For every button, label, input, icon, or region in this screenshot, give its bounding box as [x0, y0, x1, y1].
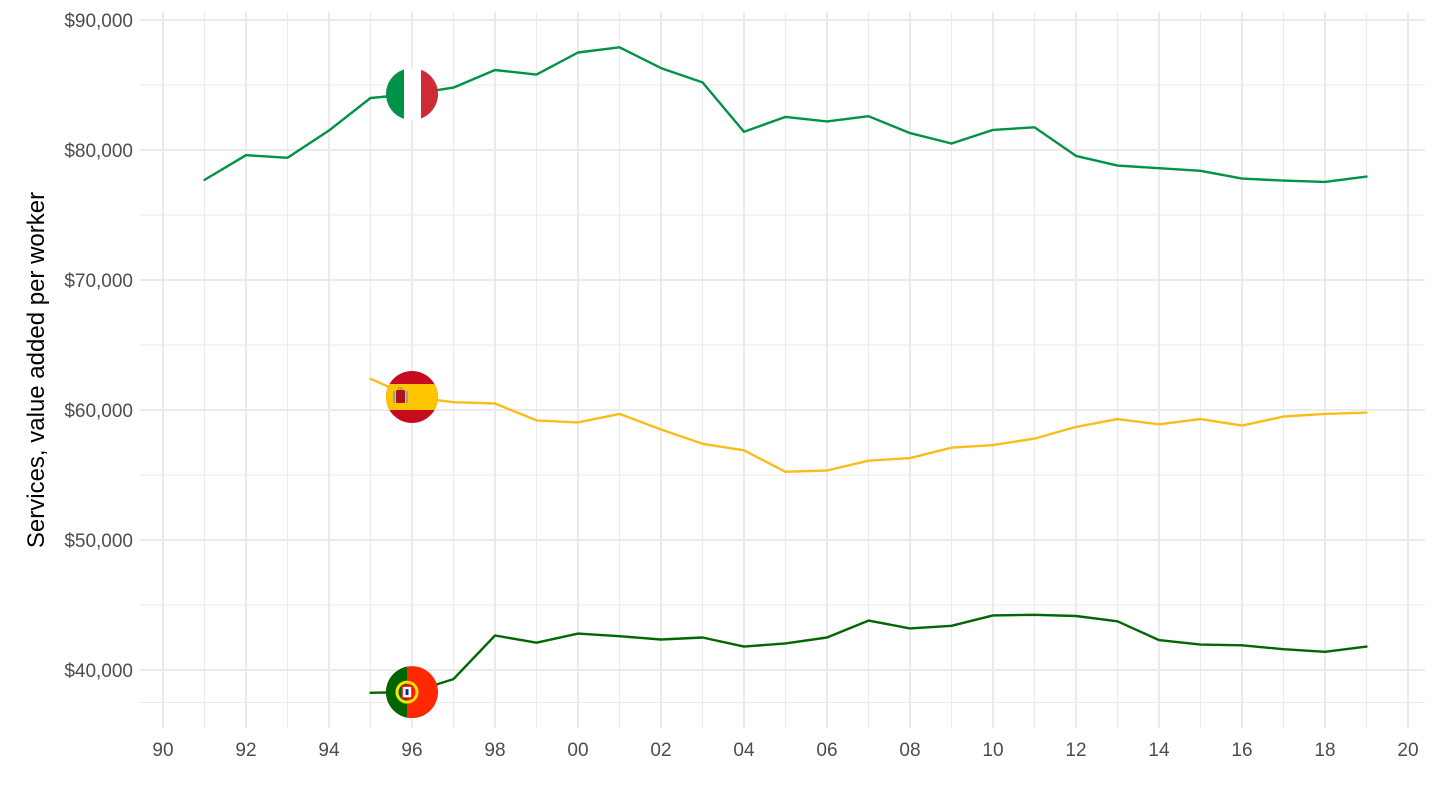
minor-gridlines [140, 12, 1425, 728]
italy-flag-icon [386, 68, 438, 121]
x-axis-tick-labels: 90 92 94 96 98 00 02 04 06 08 10 12 14 16 18 20 [152, 740, 1418, 761]
y-axis-tick-labels: $40,000 $50,000 $60,000 $70,000 $80,000 $90,0… [64, 11, 133, 682]
x-tick-label: 18 [1314, 740, 1335, 761]
x-tick-label: 92 [235, 740, 256, 761]
x-tick-label: 04 [733, 740, 755, 761]
y-axis-title: Services, value added per worker [23, 192, 50, 548]
x-tick-label: 14 [1148, 740, 1170, 761]
y-tick-label: $80,000 [64, 141, 133, 162]
x-tick-label: 12 [1065, 740, 1086, 761]
y-tick-label: $70,000 [64, 271, 133, 292]
series-line-spain [369, 377, 1368, 473]
x-tick-label: 16 [1231, 740, 1252, 761]
spain-flag-icon [386, 371, 438, 423]
x-tick-label: 10 [982, 740, 1003, 761]
x-tick-label: 96 [401, 740, 422, 761]
x-tick-label: 20 [1397, 740, 1418, 761]
major-gridlines [140, 12, 1425, 728]
x-tick-label: 90 [152, 740, 173, 761]
y-tick-label: $50,000 [64, 531, 133, 552]
x-tick-label: 02 [650, 740, 671, 761]
y-tick-label: $90,000 [64, 11, 133, 32]
x-tick-label: 98 [484, 740, 505, 761]
series-line-portugal [369, 613, 1368, 694]
x-tick-label: 94 [318, 740, 340, 761]
x-tick-label: 08 [899, 740, 920, 761]
x-tick-label: 00 [567, 740, 588, 761]
portugal-flag-icon [386, 666, 438, 719]
y-tick-label: $40,000 [64, 661, 133, 682]
x-tick-label: 06 [816, 740, 837, 761]
y-tick-label: $60,000 [64, 401, 133, 422]
